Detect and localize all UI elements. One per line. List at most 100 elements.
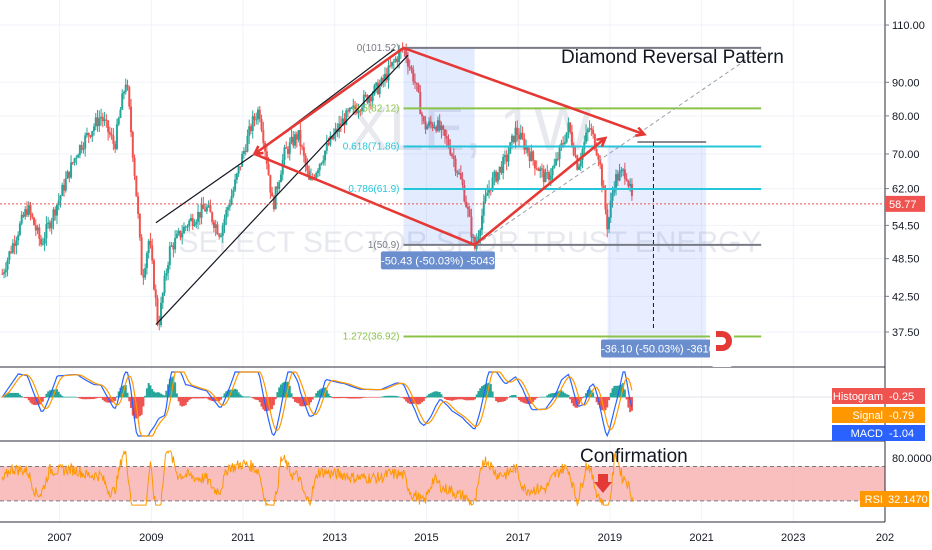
candle-body: [158, 323, 161, 325]
candle-body: [193, 224, 196, 226]
macd-histogram-bar: [343, 397, 346, 399]
macd-histogram-bar: [583, 396, 586, 398]
macd-histogram-bar: [241, 395, 244, 398]
candle-body: [600, 164, 603, 186]
candle-body: [119, 109, 122, 118]
macd-histogram-bar: [1, 397, 4, 398]
macd-histogram-bar: [528, 397, 531, 404]
candle-body: [6, 259, 9, 270]
candle-body: [355, 109, 358, 113]
candle-body: [320, 162, 323, 165]
macd-histogram-bar: [394, 395, 397, 398]
macd-histogram-bar: [553, 393, 556, 398]
candle-body: [170, 245, 173, 247]
candle-body: [512, 135, 515, 143]
macd-histogram-bar: [339, 397, 342, 399]
macd-histogram-bar: [11, 392, 14, 398]
macd-histogram-bar: [431, 392, 434, 398]
macd-histogram-bar: [214, 397, 217, 402]
candle-body: [59, 195, 62, 201]
candle-body: [188, 220, 191, 227]
macd-histogram-bar: [366, 397, 369, 398]
candle-body: [479, 230, 482, 237]
candle-body: [110, 134, 113, 136]
candle-body: [304, 155, 307, 166]
candle-body: [597, 155, 600, 160]
macd-histogram-bar: [569, 397, 572, 400]
candle-body: [128, 87, 131, 107]
candle-body: [519, 132, 522, 140]
macd-histogram-bar: [163, 395, 166, 398]
candle-body: [609, 200, 612, 218]
trend-line: [155, 145, 267, 224]
fib-level-label: 0.5(82.12): [354, 103, 400, 114]
rsi-legend-value-tag: [885, 490, 929, 507]
candle-body: [406, 58, 409, 67]
candle-body: [85, 133, 88, 136]
candle-body: [442, 125, 445, 130]
candle-body: [161, 293, 164, 303]
macd-histogram-bar: [68, 396, 71, 398]
candle-body: [107, 120, 110, 133]
macd-histogram-bar: [151, 389, 154, 398]
macd-histogram-bar: [399, 397, 402, 398]
candle-body: [242, 150, 245, 154]
macd-histogram-bar: [147, 383, 150, 398]
macd-histogram-bar: [133, 397, 136, 419]
candle-body: [239, 166, 242, 168]
macd-histogram-bar: [332, 397, 335, 399]
macd-histogram-bar: [290, 393, 293, 398]
candle-body: [126, 84, 129, 88]
macd-histogram-bar: [391, 395, 394, 398]
candle-body: [40, 238, 43, 245]
macd-histogram-bar: [89, 397, 92, 400]
candle-body: [103, 119, 106, 122]
macd-histogram-bar: [216, 397, 219, 402]
candle-body: [31, 213, 34, 218]
macd-histogram-bar: [412, 397, 415, 404]
magnet-icon[interactable]: [710, 325, 734, 367]
candle-body: [593, 134, 596, 150]
macd-histogram-bar: [549, 393, 552, 398]
candle-body: [495, 171, 498, 182]
macd-histogram-bar: [463, 397, 466, 400]
macd-histogram-bar: [101, 397, 104, 400]
macd-histogram-bar: [17, 392, 20, 398]
macd-panel[interactable]: [0, 371, 885, 438]
macd-histogram-bar: [181, 397, 184, 407]
candle-body: [292, 136, 295, 146]
macd-legend-name-tag: [832, 388, 885, 404]
price-axis[interactable]: 110.00 90.00 80.00 70.00 62.00 54.50 48.50 42.5…: [0, 20, 925, 339]
candle-body: [63, 184, 66, 191]
time-axis[interactable]: 2007 2009 2011 2013 2015 2017 2019 2021 2023 202: [47, 532, 894, 544]
candle-body: [70, 162, 73, 178]
rsi-panel[interactable]: 80.0000: [0, 449, 932, 507]
macd-histogram-bar: [369, 397, 372, 398]
macd-histogram-bar: [144, 395, 147, 398]
arrow-head: [252, 145, 264, 156]
macd-histogram-bar: [629, 397, 632, 413]
candle-body: [112, 135, 115, 144]
candle-body: [57, 200, 60, 206]
price-panel[interactable]: [1, 42, 633, 331]
macd-histogram-bar: [239, 394, 242, 398]
candle-body: [94, 117, 97, 127]
candle-body: [4, 269, 7, 273]
candle-body: [424, 121, 427, 130]
macd-histogram-bar: [22, 397, 25, 398]
candle-body: [540, 168, 543, 170]
macd-histogram-bar: [301, 397, 304, 407]
candle-body: [48, 222, 51, 229]
candle-body: [77, 154, 80, 158]
macd-histogram-bar: [219, 397, 222, 400]
macd-histogram-bar: [465, 397, 468, 401]
macd-histogram-bar: [458, 397, 461, 400]
macd-histogram-bar: [34, 397, 37, 405]
macd-histogram-bar: [563, 393, 566, 398]
candle-body: [219, 235, 222, 237]
macd-histogram-bar: [4, 394, 7, 398]
candle-body: [532, 151, 535, 161]
candle-body: [616, 174, 619, 181]
candle-body: [387, 65, 390, 81]
